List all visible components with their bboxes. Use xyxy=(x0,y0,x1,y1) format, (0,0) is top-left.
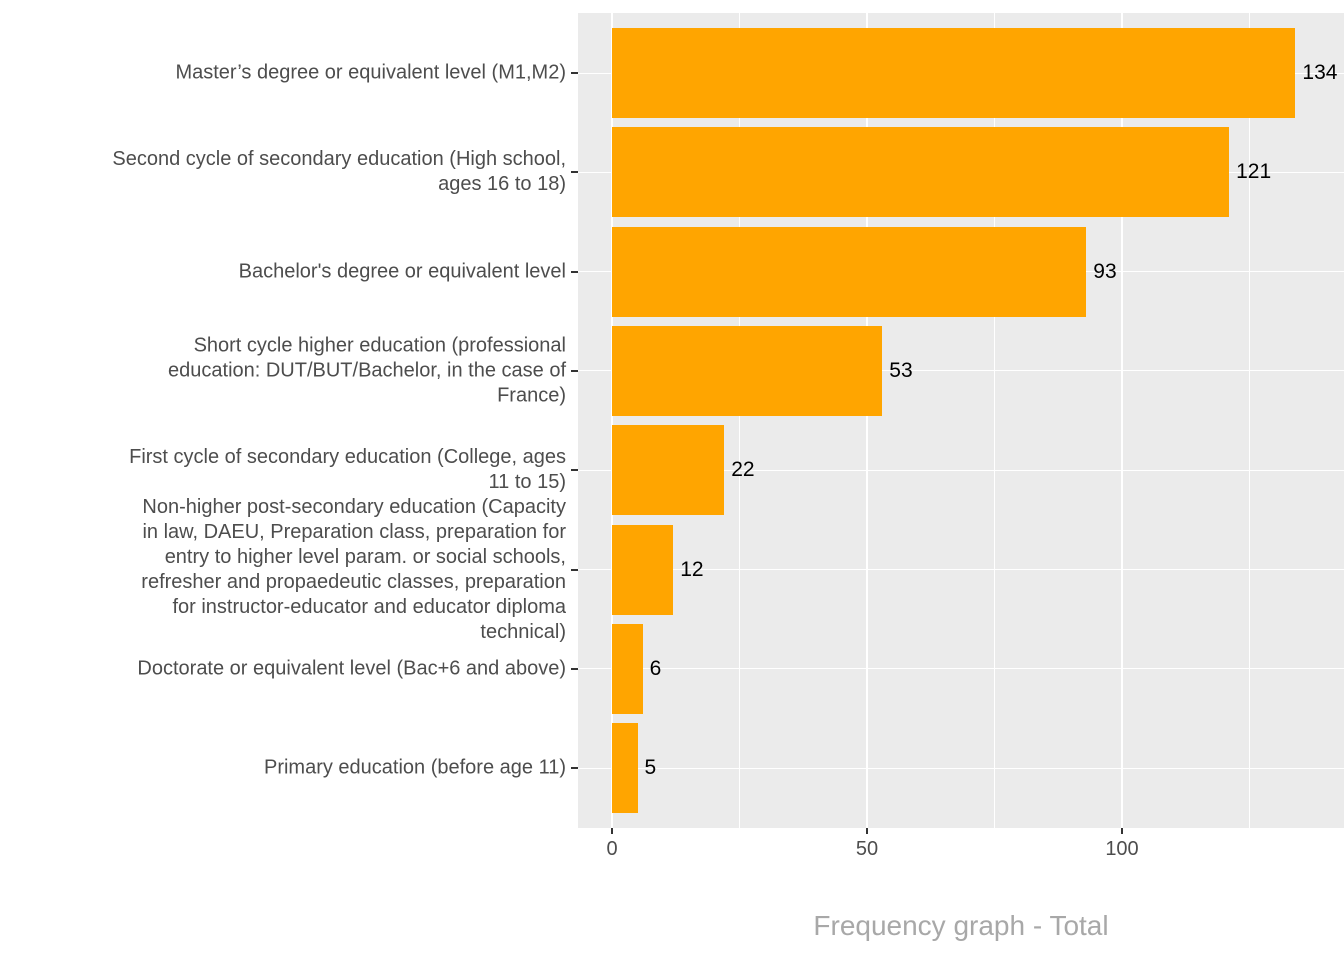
category-label: Second cycle of secondary education (Hig… xyxy=(112,148,566,196)
major-gridline-vertical xyxy=(611,13,613,828)
y-tick-mark xyxy=(571,767,578,770)
y-tick-mark xyxy=(571,369,578,372)
category-label: Master’s degree or equivalent level (M1,… xyxy=(175,61,566,84)
category-label: Primary education (before age 11) xyxy=(263,756,566,779)
major-gridline-horizontal xyxy=(578,668,1344,670)
minor-gridline-vertical xyxy=(739,13,740,828)
x-axis-title: Frequency graph - Total xyxy=(813,910,1109,941)
minor-gridline-vertical xyxy=(994,13,995,828)
bar xyxy=(612,425,725,516)
category-label: Bachelor's degree or equivalent level xyxy=(238,260,566,283)
bar xyxy=(612,723,638,814)
major-gridline-vertical xyxy=(866,13,868,828)
x-tick-mark xyxy=(1121,828,1123,834)
bar-value-label: 121 xyxy=(1236,160,1272,184)
bar-value-label: 22 xyxy=(731,458,755,482)
x-tick-mark xyxy=(866,828,868,834)
category-label: Doctorate or equivalent level (Bac+6 and… xyxy=(137,657,566,680)
category-label: First cycle of secondary education (Coll… xyxy=(129,446,566,494)
y-tick-mark xyxy=(571,72,578,74)
x-tick-label: 50 xyxy=(855,838,879,860)
minor-gridline-vertical xyxy=(1249,13,1250,828)
bar-value-label: 53 xyxy=(889,358,913,382)
bar-value-label: 12 xyxy=(680,557,704,581)
major-gridline-horizontal xyxy=(578,569,1344,570)
bar xyxy=(612,325,883,416)
bar-value-label: 93 xyxy=(1093,259,1117,283)
y-tick-mark xyxy=(571,270,578,273)
bar-value-label: 6 xyxy=(649,656,662,680)
bar xyxy=(612,623,643,714)
bar xyxy=(612,127,1230,218)
bar-value-label: 134 xyxy=(1302,61,1338,84)
x-tick-label: 0 xyxy=(606,838,618,860)
major-gridline-horizontal xyxy=(578,469,1344,471)
category-label: Short cycle higher education (profession… xyxy=(168,334,566,407)
y-tick-mark xyxy=(571,568,578,571)
y-tick-mark xyxy=(571,469,578,472)
y-tick-mark xyxy=(571,667,578,670)
bar xyxy=(612,524,674,615)
x-tick-label: 100 xyxy=(1105,838,1139,860)
major-gridline-horizontal xyxy=(578,370,1344,372)
bar xyxy=(612,226,1087,317)
bar xyxy=(612,28,1296,118)
bar-value-label: 5 xyxy=(644,756,657,780)
major-gridline-horizontal xyxy=(578,767,1344,769)
plot-panel: 134 121 93 53 22 12 6 5 xyxy=(578,13,1344,828)
y-tick-mark xyxy=(571,171,578,174)
x-tick-mark xyxy=(611,828,613,834)
major-gridline-vertical xyxy=(1121,13,1123,828)
category-label: Non-higher post-secondary education (Cap… xyxy=(141,495,566,643)
